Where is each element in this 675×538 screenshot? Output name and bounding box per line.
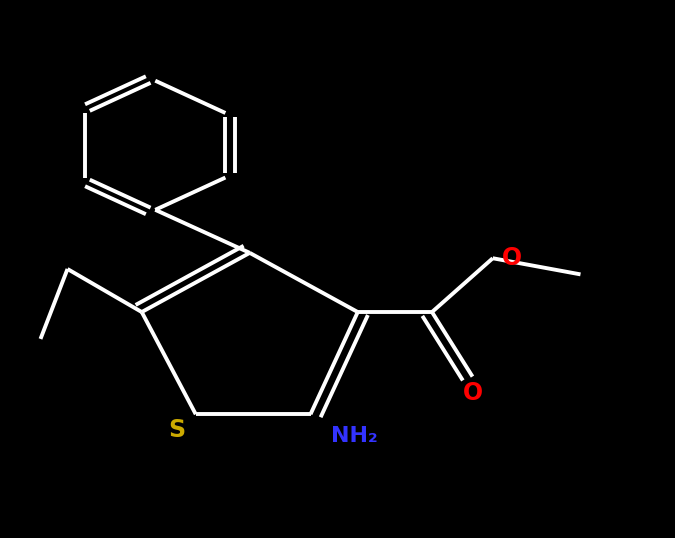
Text: O: O — [502, 246, 522, 270]
Text: NH₂: NH₂ — [331, 426, 378, 446]
Text: S: S — [168, 419, 186, 442]
Text: O: O — [462, 381, 483, 405]
